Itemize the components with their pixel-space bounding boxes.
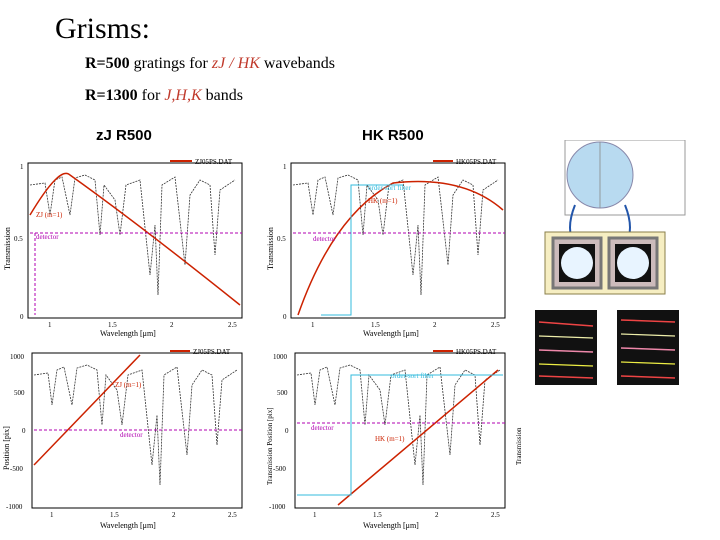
ytick: -500 <box>10 465 23 473</box>
atmosphere-curve <box>33 364 238 486</box>
dispersion-line <box>337 369 499 506</box>
grism-illustration <box>535 140 686 385</box>
plot-frame <box>27 162 243 319</box>
xtick: 2 <box>170 321 174 329</box>
spectrum-trace <box>620 375 676 379</box>
ytick: 0 <box>22 427 26 435</box>
legend-label: ZJ05PS.DAT <box>193 348 231 356</box>
line1-suffix: wavebands <box>259 55 335 72</box>
slide-title: Grisms: <box>55 12 151 45</box>
hk-heading: HK R500 <box>362 127 424 144</box>
line2-mid: for <box>137 87 165 104</box>
xtick: 2 <box>172 511 176 519</box>
line1-mid: gratings for <box>129 55 212 72</box>
line2-prefix: R=1300 <box>85 87 138 104</box>
ytick: 1000 <box>273 353 288 361</box>
subtitle-line-2: R=1300 for J,H,K bands <box>85 87 243 105</box>
x-axis-label: Wavelength [μm] <box>100 329 156 338</box>
subtitle-line-1: R=500 gratings for zJ / HK wavebands <box>85 55 335 73</box>
xtick: 1.5 <box>373 511 382 519</box>
legend-label: HK05PS.DAT <box>456 158 497 166</box>
line2-bands: J,H,K <box>164 87 202 104</box>
spectrum-trace <box>538 363 594 367</box>
spectrum-trace <box>538 321 594 327</box>
y2-axis-label: Transmission <box>515 427 523 465</box>
annotation-hk: HK (m=1) <box>368 197 398 205</box>
ytick: 0.5 <box>277 235 286 243</box>
ytick: 0 <box>285 427 289 435</box>
annotation-detector: detector <box>313 235 336 243</box>
xtick: 2.5 <box>491 321 500 329</box>
xtick: 1 <box>50 511 54 519</box>
xtick: 1.5 <box>110 511 119 519</box>
legend-label: ZJ05PS.DAT <box>195 158 233 166</box>
ytick: -500 <box>273 465 286 473</box>
y-axis-label: Transmission <box>3 227 12 270</box>
xtick: 2.5 <box>228 321 237 329</box>
spectrum-trace <box>620 319 676 323</box>
line2-suffix: bands <box>201 87 243 104</box>
y-axis-label: Transmission Position [pix] <box>266 407 274 485</box>
grating-efficiency-curve <box>29 172 241 306</box>
xtick: 1.5 <box>371 321 380 329</box>
spectrum-trace <box>620 333 676 337</box>
xtick: 1.5 <box>108 321 117 329</box>
ytick: 500 <box>14 389 25 397</box>
y-axis-label: Transmission <box>266 227 275 270</box>
annotation-detector: detector <box>120 431 143 439</box>
xtick: 1 <box>48 321 52 329</box>
line1-bands: zJ / HK <box>211 55 260 72</box>
plot-frame <box>290 162 506 319</box>
annotation-detector: detector <box>36 233 59 241</box>
ytick: -1000 <box>6 503 23 511</box>
spectrum-trace <box>538 335 594 339</box>
y-axis-label: Position [pix] <box>2 426 11 470</box>
plot-frame <box>294 352 506 509</box>
x-axis-label: Wavelength [μm] <box>363 329 419 338</box>
xtick: 2.5 <box>491 511 500 519</box>
ytick: 0 <box>20 313 24 321</box>
plot-hk-position: HK05PS.DAT order-sort filter detector HK… <box>266 348 523 530</box>
spectrum-trace <box>538 349 594 353</box>
grism-left-lens-icon <box>561 247 593 279</box>
ytick: 1000 <box>10 353 25 361</box>
ytick: 500 <box>277 389 288 397</box>
xtick: 1 <box>313 511 317 519</box>
line1-prefix: R=500 <box>85 55 130 72</box>
legend-label: HK05PS.DAT <box>456 348 497 356</box>
annotation-zj: ZJ (m=1) <box>36 211 63 219</box>
plot-zj-transmission: ZJ05PS.DAT ZJ (m=1) detector 1 0.5 0 1 1… <box>3 158 243 338</box>
grism-right-lens-icon <box>617 247 649 279</box>
dispersion-line <box>33 354 141 466</box>
xtick: 1 <box>311 321 315 329</box>
annotation-hk: HK (m=1) <box>375 435 405 443</box>
order-sort-filter-curve <box>297 374 503 496</box>
annotation-detector: detector <box>311 424 334 432</box>
spectrum-trace <box>620 361 676 365</box>
plot-zj-position: ZJ05PS.DAT ZJ (m=1) detector 1000 500 0 … <box>2 348 243 530</box>
zj-heading: zJ R500 <box>96 127 152 144</box>
spectrum-image-left <box>535 310 597 385</box>
x-axis-label: Wavelength [μm] <box>363 521 419 530</box>
grating-efficiency-curve <box>297 180 504 316</box>
annotation-order-sort: order-sort filter <box>391 372 434 380</box>
ytick: 0.5 <box>14 235 23 243</box>
order-sort-filter-curve <box>321 184 403 316</box>
x-axis-label: Wavelength [μm] <box>100 521 156 530</box>
ytick: 1 <box>20 163 24 171</box>
spectrum-trace <box>620 347 676 351</box>
xtick: 2 <box>433 321 437 329</box>
annotation-order-sort: order-sort filter <box>368 184 411 192</box>
xtick: 2.5 <box>228 511 237 519</box>
atmosphere-curve <box>29 174 236 296</box>
plot-hk-transmission: HK05PS.DAT order-sort filter HK (m=1) de… <box>266 158 506 338</box>
ytick: 1 <box>283 163 287 171</box>
xtick: 2 <box>435 511 439 519</box>
ytick: -1000 <box>269 503 286 511</box>
annotation-zj: ZJ (m=1) <box>115 381 142 389</box>
ytick: 0 <box>283 313 287 321</box>
spectrum-trace <box>538 375 594 379</box>
